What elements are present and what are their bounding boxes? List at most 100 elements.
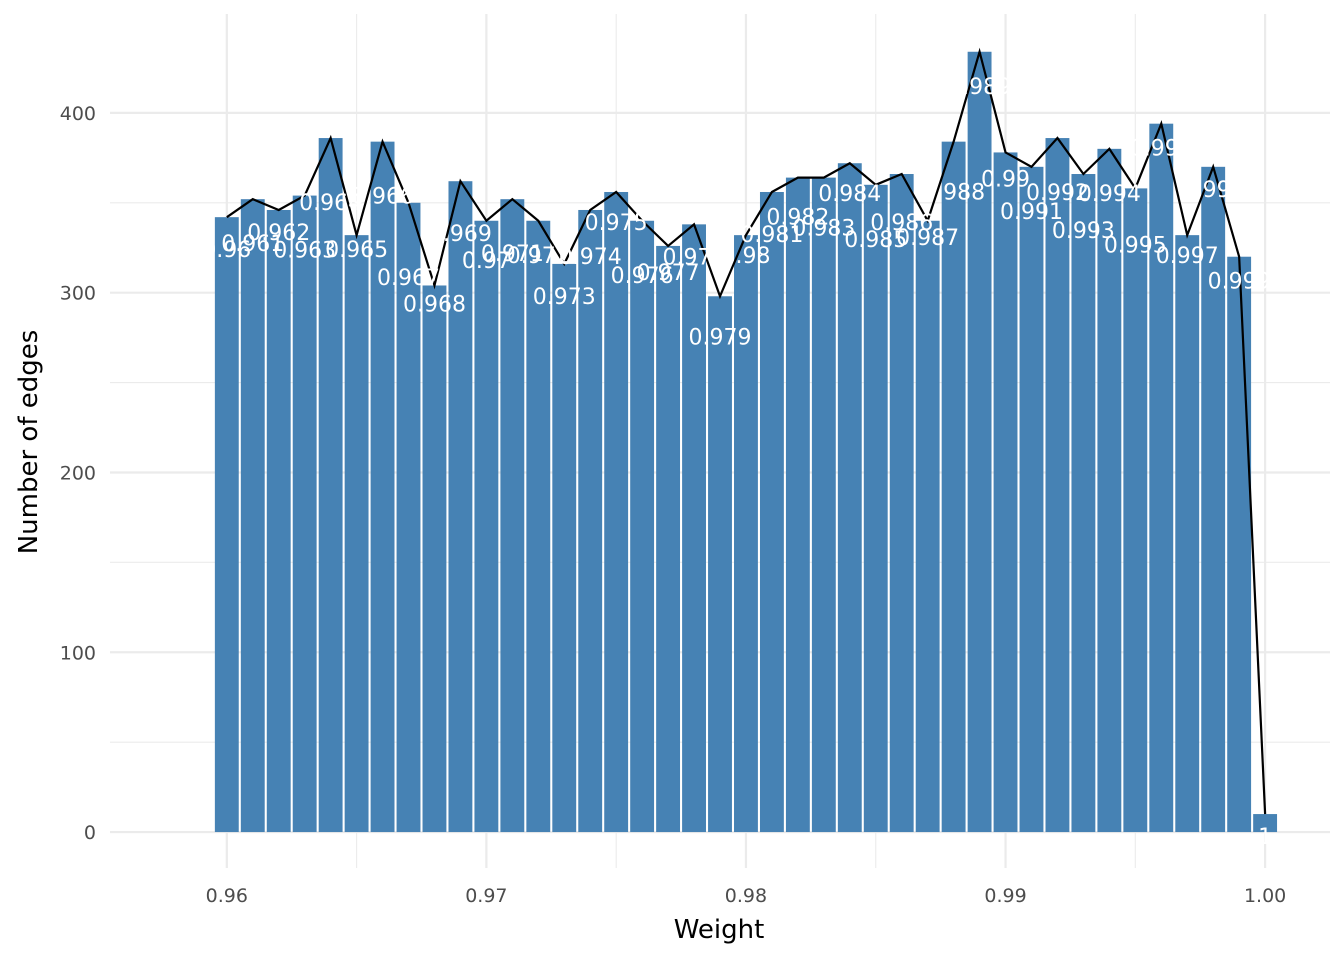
bar (214, 217, 239, 833)
bar-label: 0.993 (1052, 219, 1115, 244)
bars (214, 51, 1278, 833)
bar-label: 0.971 (481, 242, 544, 267)
bar-label: 0.998 (1182, 178, 1245, 203)
bar (396, 202, 421, 833)
bar-label: 0.98 (721, 244, 770, 269)
bar-label: 0.977 (637, 261, 700, 286)
bar-label: 0.976 (611, 264, 674, 289)
x-axis-title: Weight (674, 915, 765, 945)
bar (500, 199, 525, 833)
bar-label: 0.969 (429, 222, 492, 247)
bar (1253, 814, 1278, 833)
bar-label: 1 (1258, 825, 1272, 850)
bar (422, 285, 447, 833)
bar-label: 0.983 (792, 217, 855, 242)
bar (682, 224, 706, 833)
bar (552, 263, 577, 833)
bar-label: 0.991 (1000, 200, 1063, 225)
bar (759, 191, 784, 833)
bar-label: 0.962 (247, 221, 310, 246)
bar (837, 163, 862, 833)
x-tick-label: 1.00 (1244, 885, 1286, 907)
bar-label: 0.963 (273, 239, 336, 264)
y-axis-ticks: 0 100 200 300 400 (60, 103, 96, 844)
bar-label: 0.978 (663, 245, 726, 270)
x-tick-label: 0.99 (984, 885, 1026, 907)
bar (578, 209, 603, 833)
bar-label: 0.984 (818, 182, 881, 207)
bar-label: 0.966 (351, 185, 414, 210)
bar-label: 0.997 (1156, 244, 1219, 269)
bar-label: 0.989 (948, 75, 1011, 100)
x-tick-label: 0.98 (725, 885, 767, 907)
bar (1071, 174, 1096, 833)
x-tick-label: 0.97 (465, 885, 507, 907)
bar (734, 235, 758, 833)
bar (941, 141, 966, 833)
y-tick-label: 300 (60, 283, 96, 305)
bar (967, 51, 992, 833)
bar (526, 220, 551, 833)
bar-label: 0.987 (896, 226, 959, 251)
bar (474, 220, 499, 833)
bar (1019, 166, 1044, 833)
bar (708, 296, 732, 833)
bar-label: 0.961 (221, 232, 284, 257)
bar-label: 0.999 (1208, 270, 1271, 295)
bar (344, 235, 369, 833)
bar (318, 138, 343, 833)
bar (604, 191, 629, 833)
bar (266, 209, 291, 833)
bar-label: 0.967 (377, 266, 440, 291)
y-axis-title: Number of edges (14, 330, 44, 555)
bar-label: 0.995 (1104, 233, 1167, 258)
y-tick-label: 0 (84, 822, 96, 844)
bar (1045, 138, 1070, 833)
y-tick-label: 400 (60, 103, 96, 125)
x-tick-label: 0.96 (206, 885, 248, 907)
bar-label: 0.985 (844, 228, 907, 253)
bar-label: 0.992 (1026, 181, 1089, 206)
bar (1149, 123, 1174, 833)
bar-label: 0.979 (689, 325, 752, 350)
bar (1175, 235, 1200, 833)
bar (863, 184, 888, 833)
bar (1227, 256, 1252, 833)
bar-label: 0.988 (922, 181, 985, 206)
bar-label: 0.96 (202, 238, 251, 263)
bar-label: 0.974 (559, 245, 622, 270)
bar-label: 0.994 (1078, 182, 1141, 207)
bar-label: 0.996 (1130, 137, 1193, 162)
bar-label: 0.973 (533, 285, 596, 310)
bar (889, 174, 914, 833)
bar (292, 195, 317, 833)
bar (656, 245, 681, 833)
bar-label: 0.981 (740, 223, 803, 248)
bar-labels: 0.960.9610.9620.9630.9640.9650.9660.9670… (202, 75, 1272, 850)
bar (993, 152, 1018, 833)
bar (1097, 148, 1122, 833)
bar (1123, 188, 1148, 833)
bar (785, 177, 810, 833)
bar (448, 181, 473, 833)
count-line (226, 47, 1267, 815)
bar-label: 0.982 (766, 206, 829, 231)
y-tick-label: 100 (60, 642, 96, 664)
bar (630, 220, 655, 833)
bar-label: 0.964 (299, 191, 362, 216)
bar-label: 0.968 (403, 292, 466, 317)
bar (811, 177, 836, 833)
bar-label: 0.986 (870, 211, 933, 236)
bar (370, 141, 395, 833)
bar (915, 220, 940, 833)
y-tick-label: 200 (60, 462, 96, 484)
bar (1201, 166, 1226, 833)
x-axis-ticks: 0.96 0.97 0.98 0.99 1.00 (206, 885, 1287, 907)
bar-label: 0.97 (462, 249, 511, 274)
bar (240, 199, 265, 833)
bar-label: 0.99 (981, 167, 1030, 192)
bar-label: 0.972 (507, 244, 570, 269)
bar-label: 0.965 (325, 238, 388, 263)
bar-label: 0.975 (585, 211, 648, 236)
